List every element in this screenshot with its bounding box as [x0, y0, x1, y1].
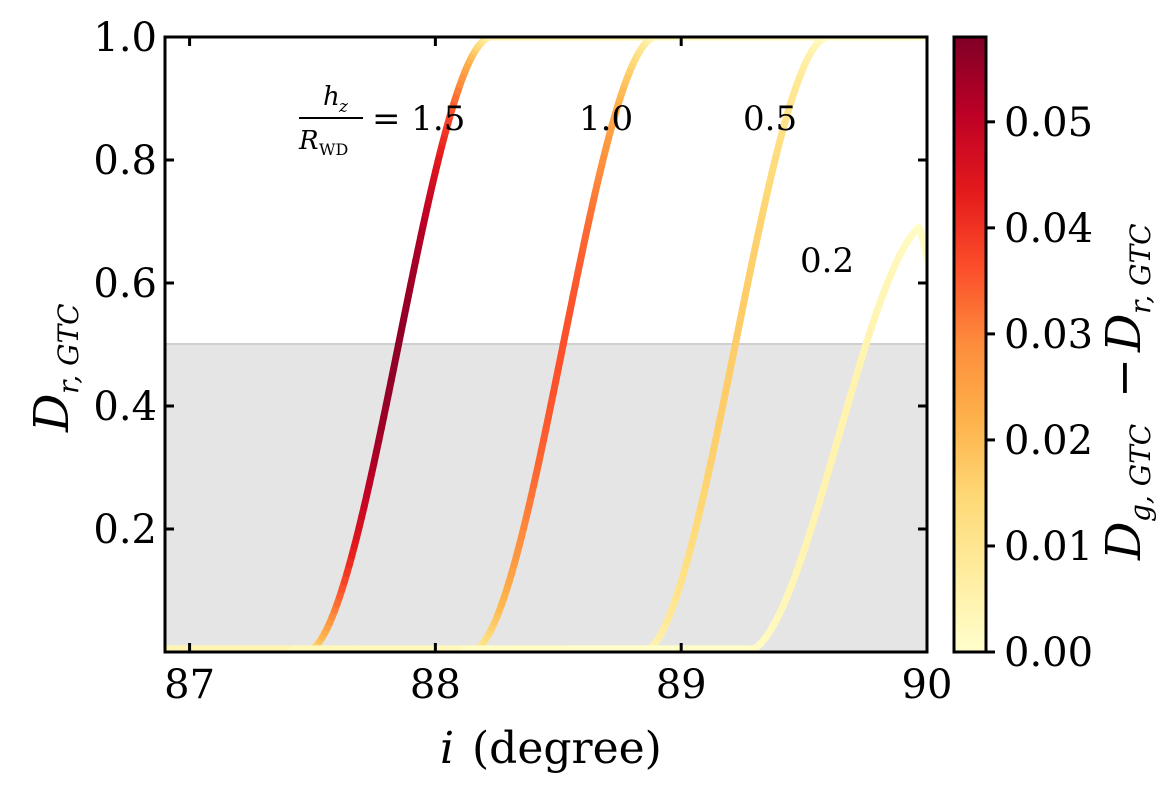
- y-axis-sub: r, GTC: [52, 303, 85, 394]
- ticks-layer: 87 88 89 90 0.2 0.4 0.6 0.8 1.0: [93, 15, 952, 708]
- x-axis-unit: (degree): [472, 723, 662, 774]
- cbar-tick-label: 0.04: [1004, 206, 1093, 252]
- cbar-tick-label: 0.00: [1004, 630, 1093, 676]
- plot-frame: [163, 35, 929, 654]
- y-tick-label: 0.4: [93, 384, 157, 430]
- y-tick-label: 0.2: [93, 507, 157, 553]
- curve-label-0.2: 0.2: [800, 241, 854, 281]
- cbar-tick-label: 0.01: [1004, 524, 1093, 570]
- label-eq: = 1.5: [372, 99, 465, 139]
- curve-label-1.5: h z R WD = 1.5: [298, 82, 465, 159]
- colorbar-title: D g, GTC − D r, GTC: [1096, 223, 1157, 561]
- cbar-sub2: r, GTC: [1124, 223, 1157, 314]
- x-tick-label: 90: [902, 662, 953, 708]
- curve-label-1.0: 1.0: [579, 99, 633, 139]
- curves-layer: [165, 37, 927, 652]
- label-num-sub: z: [338, 97, 349, 117]
- cbar-sub1: g, GTC: [1124, 424, 1157, 522]
- y-tick-label: 1.0: [93, 15, 157, 61]
- cbar-var2: D: [1096, 314, 1152, 353]
- curve-label-0.5: 0.5: [743, 99, 797, 139]
- colorbar-ticks: 0.00 0.01 0.02 0.03 0.04 0.05: [986, 100, 1093, 676]
- x-tick-label: 89: [656, 662, 707, 708]
- cbar-minus: −: [1096, 358, 1152, 398]
- y-tick-label: 0.8: [93, 138, 157, 184]
- y-axis-var: D: [24, 394, 80, 433]
- x-axis-title: i (degree): [440, 723, 662, 774]
- x-tick-label: 87: [164, 662, 215, 708]
- y-axis-title: D r, GTC: [24, 303, 85, 433]
- cbar-tick-label: 0.02: [1004, 418, 1093, 464]
- cbar-tick-label: 0.05: [1004, 100, 1093, 146]
- cbar-var1: D: [1096, 522, 1152, 561]
- shaded-region: [165, 344, 927, 652]
- cbar-tick-label: 0.03: [1004, 312, 1093, 358]
- label-num-h: h: [323, 82, 340, 112]
- x-axis-var: i: [440, 723, 454, 774]
- label-den-sub: WD: [319, 140, 348, 159]
- label-den-r: R: [298, 126, 319, 156]
- colorbar: [954, 37, 986, 652]
- y-tick-label: 0.6: [93, 261, 157, 307]
- colorbar-frame: [952, 35, 988, 654]
- x-tick-label: 88: [410, 662, 461, 708]
